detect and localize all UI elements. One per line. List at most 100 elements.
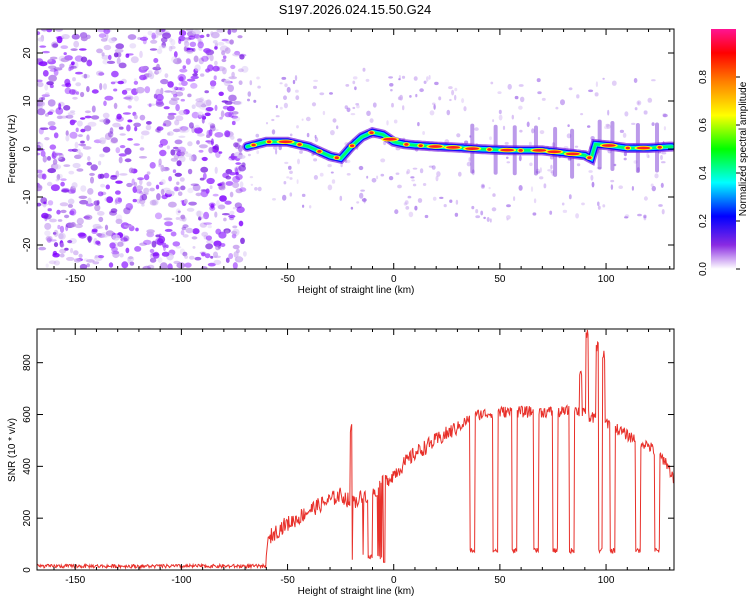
spectrogram-noise-blob bbox=[42, 29, 47, 33]
spectrogram-noise-blob bbox=[99, 153, 105, 158]
spectrogram-noise-blob bbox=[238, 80, 243, 85]
spectrogram-noise-blob bbox=[232, 244, 240, 250]
spectrogram-noise-blob bbox=[158, 45, 167, 49]
spectrogram-noise-blob bbox=[232, 101, 242, 105]
colorbar-tick-label: 0.0 bbox=[698, 262, 709, 276]
spectrogram-noise-blob bbox=[168, 176, 173, 182]
snr-y-tick-label: 600 bbox=[22, 406, 33, 423]
spectrogram-ridge-scatter bbox=[561, 202, 565, 206]
spectrogram-noise-blob bbox=[80, 36, 88, 42]
spectrogram-noise-blob bbox=[104, 132, 112, 140]
spectrogram-noise-blob bbox=[139, 178, 143, 185]
spectrogram-noise-blob bbox=[187, 141, 193, 147]
spectrogram-noise-blob bbox=[86, 86, 90, 93]
spectrogram-noise-blob bbox=[49, 68, 57, 72]
spectrogram-ridge-scatter bbox=[297, 158, 300, 165]
spectrogram-noise-blob bbox=[205, 235, 212, 241]
spectrogram-noise-blob bbox=[229, 39, 234, 45]
spectrogram-noise-blob bbox=[45, 235, 53, 242]
spectrogram-noise-blob bbox=[198, 216, 202, 221]
spectrogram-ridge-scatter bbox=[433, 104, 436, 110]
spectrogram-ridge-scatter bbox=[511, 114, 514, 120]
spectrogram-ridge-scatter bbox=[327, 164, 332, 168]
spectrogram-noise-blob bbox=[60, 57, 70, 63]
spectrogram-noise-blob bbox=[170, 157, 178, 162]
spectrogram-noise-blob bbox=[164, 73, 169, 78]
spectrogram-ridge-scatter bbox=[294, 75, 298, 81]
spectrogram-ridge-scatter bbox=[313, 158, 318, 162]
spectrogram-ridge-scatter bbox=[255, 133, 260, 138]
spectrogram-noise-blob bbox=[208, 129, 213, 137]
spectrogram-noise-blob bbox=[168, 201, 177, 208]
spectrogram-noise-blob bbox=[229, 210, 235, 215]
spectrogram-ridge-scatter bbox=[422, 131, 425, 135]
spectrogram-noise-blob bbox=[172, 146, 179, 150]
spectrogram-noise-blob bbox=[224, 130, 231, 138]
spectrogram-ridge-scatter bbox=[306, 132, 310, 138]
spectrogram-noise-blob bbox=[37, 108, 46, 116]
spectrogram-noise-blob bbox=[70, 247, 74, 254]
colorbar-tick-label: 0.8 bbox=[698, 70, 709, 84]
spectrogram-noise-blob bbox=[60, 181, 65, 187]
spectrogram-ridge-scatter bbox=[365, 78, 370, 82]
spectrogram-noise-blob bbox=[164, 221, 174, 227]
spectrogram-ridge-scatter bbox=[275, 115, 280, 118]
spectrogram-noise-blob bbox=[56, 174, 61, 181]
spectrogram-noise-blob bbox=[68, 66, 72, 72]
spectrogram-noise-blob bbox=[218, 231, 227, 239]
spectrogram-ridge-scatter bbox=[526, 121, 530, 128]
spectrogram-noise-blob bbox=[209, 80, 217, 87]
spectrogram-ridge-scatter bbox=[506, 156, 509, 159]
spectrogram-noise-blob bbox=[188, 201, 197, 206]
snr-y-tick-label: 800 bbox=[22, 354, 33, 371]
spectrogram-noise-blob bbox=[58, 156, 66, 162]
spectrogram-noise-blob bbox=[85, 202, 94, 207]
spectrogram-noise-blob bbox=[105, 32, 109, 40]
spectrogram-noise-blob bbox=[232, 175, 241, 183]
spectrogram-noise-blob bbox=[59, 248, 67, 254]
spectrogram-ridge-scatter bbox=[555, 106, 559, 110]
spectrogram-noise-blob bbox=[102, 146, 111, 153]
spectrogram-noise-blob bbox=[233, 142, 239, 148]
spectrogram-ridge-scatter bbox=[443, 204, 447, 208]
spectrogram-noise-blob bbox=[108, 262, 114, 268]
spectrogram-ridge-scatter bbox=[537, 117, 541, 120]
spectrogram-noise-blob bbox=[57, 219, 63, 222]
spectrogram-noise-blob bbox=[181, 80, 188, 87]
spectrogram-noise-blob bbox=[96, 70, 104, 77]
spectrogram-noise-blob bbox=[183, 46, 187, 52]
spectrogram-noise-blob bbox=[221, 213, 230, 216]
spectrogram-noise-blob bbox=[161, 251, 170, 257]
spectrogram-noise-blob bbox=[172, 169, 177, 174]
spectrogram-noise-blob bbox=[72, 77, 76, 82]
spectrogram-noise-blob bbox=[139, 36, 149, 41]
spectrogram-noise-blob bbox=[123, 96, 132, 100]
spectrogram-noise-blob bbox=[132, 198, 137, 203]
spectrogram-noise-blob bbox=[64, 87, 72, 95]
spectrogram-x-tick-label: 0 bbox=[391, 274, 397, 285]
spectrogram-noise-blob bbox=[239, 187, 247, 192]
spectrogram-noise-blob bbox=[47, 200, 54, 206]
spectrogram-noise-blob bbox=[139, 50, 143, 59]
spectrogram-noise-blob bbox=[122, 112, 131, 115]
spectrogram-noise-blob bbox=[59, 115, 69, 119]
spectrogram-y-tick-label: 10 bbox=[22, 95, 33, 107]
spectrogram-noise-blob bbox=[235, 188, 243, 194]
spectrogram-noise-blob bbox=[42, 155, 47, 163]
spectrogram-noise-blob bbox=[164, 90, 173, 93]
spectrogram-ridge-scatter bbox=[568, 87, 573, 91]
spectrogram-noise-blob bbox=[101, 52, 105, 57]
spectrogram-ridge-scatter bbox=[422, 183, 427, 186]
spectrogram-noise-blob bbox=[182, 65, 187, 69]
spectrogram-ridge-scatter bbox=[576, 163, 581, 167]
spectrogram-noise-blob bbox=[231, 233, 237, 239]
spectrogram-noise-blob bbox=[117, 241, 124, 247]
spectrogram-ridge-scatter bbox=[376, 175, 379, 180]
spectrogram-noise-blob bbox=[234, 50, 241, 56]
spectrogram-noise-blob bbox=[214, 104, 218, 111]
spectrogram-noise-blob bbox=[223, 79, 231, 87]
spectrogram-noise-blob bbox=[142, 265, 151, 269]
spectrogram-noise-blob bbox=[127, 138, 133, 141]
spectrogram-noise-blob bbox=[44, 222, 52, 230]
spectrogram-noise-blob bbox=[195, 210, 204, 217]
